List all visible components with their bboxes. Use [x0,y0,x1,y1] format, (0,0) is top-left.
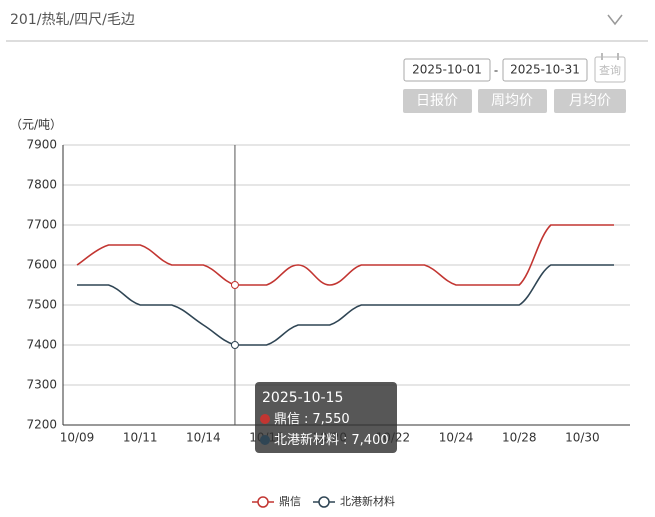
tooltip-row: 北港新材料:7,400 [274,432,389,448]
series-line [77,264,614,346]
y-tick-label: 7200 [26,418,57,432]
weekly-button[interactable] [478,89,547,113]
query-label: 查询 [599,63,621,77]
tooltip-dot [260,435,270,445]
y-tick-label: 7700 [26,218,57,232]
plot: 7200 7300 7400 7500 7600 7700 7800 7900 10/09 10/… [26,138,630,508]
tooltip-value: 7,550 [312,412,349,427]
y-tick-label: 7900 [26,138,57,152]
y-tick-label: 7600 [26,258,57,272]
hover-point [230,281,239,289]
tooltip-separator: : [343,433,347,448]
legend-label: 鼎信 [279,495,301,508]
end-date: 2025-10-31 [510,63,580,77]
y-tick-label: 7300 [26,378,57,392]
y-tick-label: 7500 [26,298,57,312]
collapse-chevron[interactable] [607,14,623,26]
end-date-input[interactable] [502,58,588,82]
start-date-input[interactable] [403,58,491,82]
tooltip-dot [260,414,270,424]
query-button[interactable]: 查询 [594,53,626,83]
button-label: 日报价 [416,93,458,109]
x-tick-label: 10/09 [60,431,95,445]
y-tick-label: 7800 [26,178,57,192]
legend-item[interactable]: 鼎信 [252,495,301,508]
tooltip-name: 鼎信 [274,412,300,427]
monthly-button[interactable] [554,89,626,113]
x-tick-label: 10/24 [439,431,474,445]
tooltip-row: 鼎信:7,550 [274,412,350,427]
legend-label: 北港新材料 [340,494,395,508]
tooltip-name: 北港新材料 [274,432,339,448]
legend-item[interactable]: 北港新材料 [313,494,395,508]
tooltip-separator: : [304,412,308,427]
start-date: 2025-10-01 [412,63,482,77]
x-tick-label: 10/30 [565,431,600,445]
button-label: 周均价 [491,93,533,109]
tooltip-box [255,382,397,453]
legend-icon [318,496,330,508]
y-tick-label: 7400 [26,338,57,352]
daily-button[interactable] [403,89,472,113]
header-title: 201/热轧/四尺/毛边 [10,12,135,28]
x-tick-label: 10/14 [186,431,221,445]
tooltip-value: 7,400 [351,433,388,448]
hover-point [230,341,239,349]
tooltip-title: 2025-10-15 [262,390,343,406]
legend-icon [257,496,269,508]
period-buttons: 日报价 周均价 月均价 [403,89,626,113]
button-label: 月均价 [569,93,611,109]
x-tick-label: 10/28 [502,431,537,445]
date-separator: - [494,64,498,78]
series-line [76,224,614,286]
y-unit: （元/吨） [10,118,62,132]
x-tick-label: 10/11 [123,431,158,445]
